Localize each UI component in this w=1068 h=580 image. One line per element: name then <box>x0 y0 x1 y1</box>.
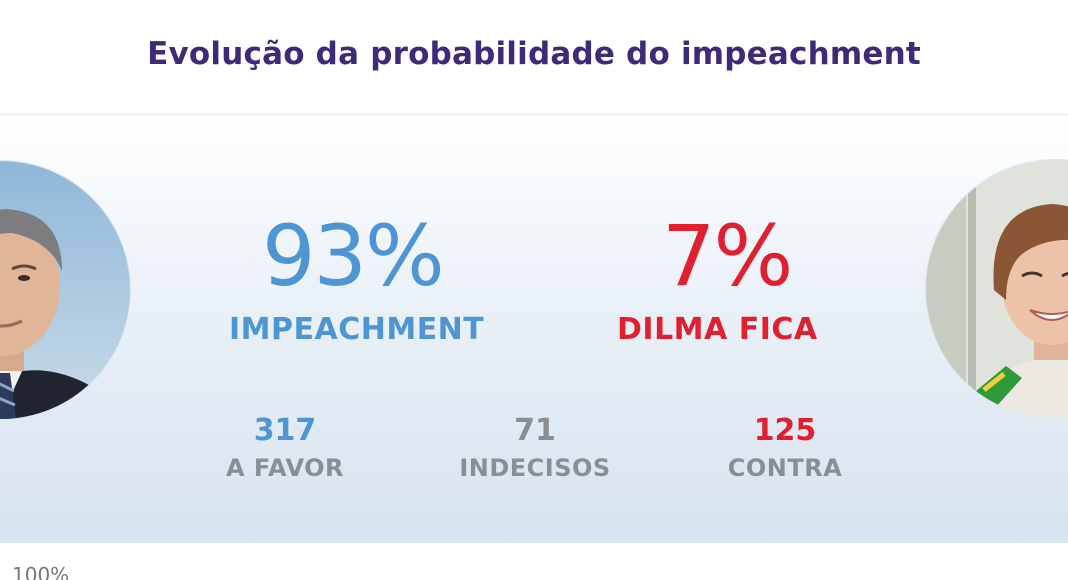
indecisos-label: INDECISOS <box>459 454 611 482</box>
a-favor-value: 317 <box>253 413 317 448</box>
indecisos-value: 71 <box>514 413 556 448</box>
contra-label: CONTRA <box>727 454 843 482</box>
impeachment-label: IMPEACHMENT <box>229 312 485 347</box>
count-contra: 125 CONTRA <box>675 413 895 482</box>
count-indecisos: 71 INDECISOS <box>425 413 645 482</box>
contra-value: 125 <box>753 413 817 448</box>
impeachment-percent: 93% <box>262 207 445 305</box>
dilma-fica-percent: 7% <box>662 207 793 305</box>
probability-panel <box>0 114 1068 543</box>
dilma-fica-label: DILMA FICA <box>617 312 818 347</box>
a-favor-label: A FAVOR <box>225 454 345 482</box>
count-a-favor: 317 A FAVOR <box>175 413 395 482</box>
chart-y-axis-top-tick: 100% <box>12 563 70 580</box>
page-title: Evolução da probabilidade do impeachment <box>147 36 921 72</box>
